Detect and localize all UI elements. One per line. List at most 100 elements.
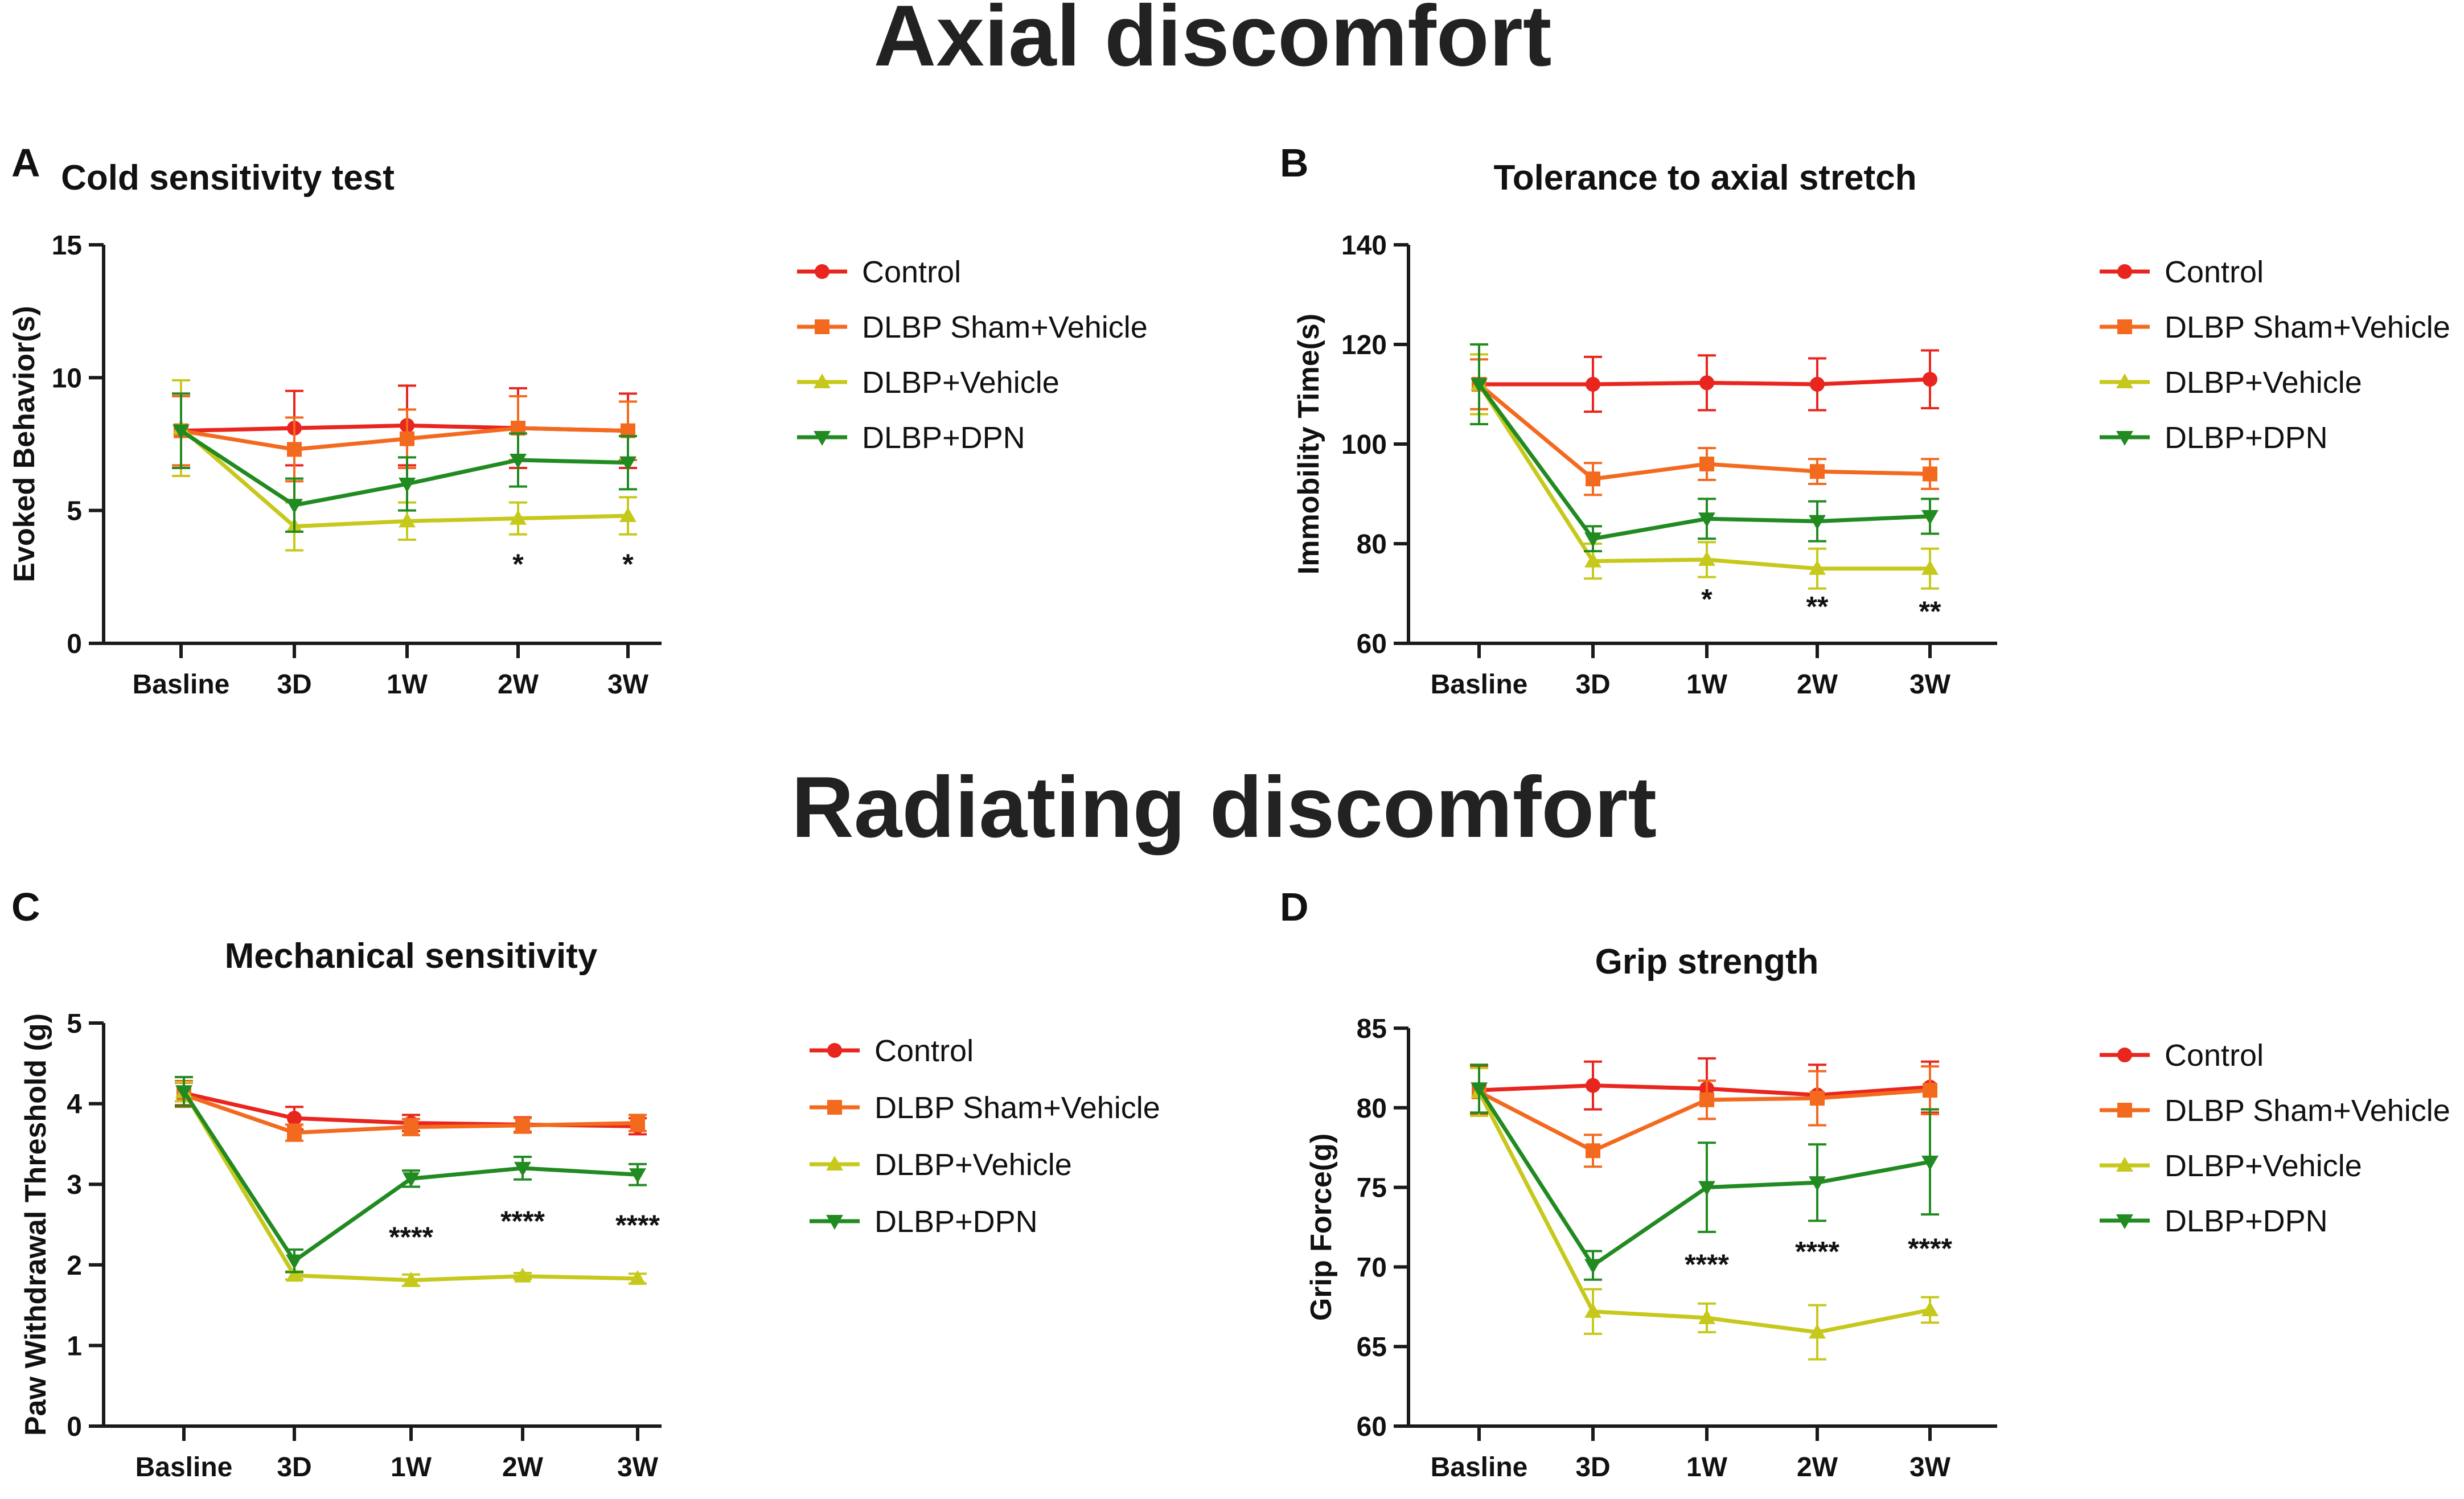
- significance-annotation: *: [1701, 583, 1713, 615]
- chart-title: Tolerance to axial stretch: [1493, 158, 1916, 198]
- legend-item-dlbp-dpn: DLBP+DPN: [797, 421, 1025, 455]
- data-point: [1699, 375, 1714, 391]
- x-tick-label: Basline: [133, 670, 230, 700]
- x-tick-label: 1W: [1686, 670, 1728, 700]
- data-point: [1586, 377, 1600, 392]
- data-point: [629, 1168, 646, 1184]
- data-point: [287, 442, 302, 457]
- series-control: [1470, 1057, 1939, 1127]
- legend-item-control: Control: [2100, 255, 2264, 289]
- legend-item-dlbp-vehicle: DLBP+Vehicle: [810, 1148, 1072, 1182]
- data-point: [286, 1267, 303, 1282]
- x-tick-label: 3W: [607, 670, 649, 700]
- legend-label: DLBP Sham+Vehicle: [2165, 310, 2450, 344]
- data-point: [514, 1161, 531, 1177]
- y-tick-label: 0: [67, 1412, 82, 1442]
- significance-annotation: ****: [500, 1205, 545, 1237]
- panel-letter: D: [1280, 885, 1309, 929]
- significance-annotation: ****: [615, 1209, 660, 1241]
- x-tick-label: Basline: [1431, 670, 1528, 700]
- y-tick-label: 120: [1341, 330, 1387, 360]
- data-point: [1584, 1303, 1601, 1318]
- y-tick-label: 10: [52, 363, 82, 393]
- significance-annotation: ****: [1685, 1249, 1729, 1280]
- x-tick-label: 3W: [1909, 1452, 1951, 1482]
- significance-annotation: *: [622, 548, 634, 580]
- data-point: [1698, 1181, 1715, 1196]
- x-tick-label: 1W: [391, 1452, 432, 1482]
- series-dlbp-sham-vehicle: [175, 1081, 647, 1142]
- y-tick-label: 4: [67, 1090, 82, 1120]
- data-point: [630, 1115, 645, 1131]
- data-point: [287, 1111, 302, 1126]
- series-control: [172, 384, 637, 469]
- series-dlbp-dpn: [172, 392, 637, 533]
- legend-marker: [2116, 373, 2133, 389]
- data-point: [287, 1125, 302, 1140]
- legend-item-control: Control: [810, 1034, 974, 1068]
- data-point: [1809, 515, 1826, 530]
- data-point: [403, 1172, 420, 1188]
- y-tick-label: 3: [67, 1170, 82, 1200]
- series-control: [1470, 349, 1939, 416]
- legend-item-dlbp-sham-vehicle: DLBP Sham+Vehicle: [2100, 310, 2450, 344]
- series-dlbp-dpn: [175, 1075, 647, 1274]
- legend-label: Control: [862, 255, 961, 289]
- legend-item-dlbp-dpn: DLBP+DPN: [2100, 421, 2328, 455]
- significance-annotation: ****: [1795, 1235, 1839, 1267]
- legend-label: DLBP+Vehicle: [2165, 1149, 2362, 1183]
- data-point: [399, 512, 416, 528]
- chart-title: Grip strength: [1595, 942, 1819, 981]
- chart-panel-a: A Cold sensitivity test 0 5 10 15 Basline 3D 1W 2…: [8, 141, 1148, 700]
- legend-item-dlbp-sham-vehicle: DLBP Sham+Vehicle: [797, 310, 1148, 344]
- legend-item-dlbp-vehicle: DLBP+Vehicle: [2100, 1149, 2362, 1183]
- x-tick-label: 3D: [277, 1452, 311, 1482]
- section-title-axial: Axial discomfort: [874, 0, 1552, 84]
- legend-marker: [2117, 1048, 2132, 1062]
- x-tick-label: 2W: [1797, 1452, 1838, 1482]
- data-point: [1810, 1091, 1825, 1106]
- y-tick-label: 140: [1341, 231, 1387, 261]
- legend-label: DLBP Sham+Vehicle: [2165, 1094, 2450, 1128]
- legend-marker: [2116, 430, 2133, 446]
- legend-item-dlbp-vehicle: DLBP+Vehicle: [797, 365, 1059, 400]
- legend-label: DLBP+Vehicle: [862, 365, 1059, 400]
- legend-marker: [826, 1156, 843, 1171]
- data-point: [175, 1085, 192, 1100]
- panel-letter: C: [11, 885, 40, 929]
- x-tick-label: 2W: [502, 1452, 544, 1482]
- legend-label: DLBP Sham+Vehicle: [874, 1091, 1160, 1125]
- series-line: [1477, 1087, 1931, 1268]
- data-point: [1921, 1155, 1939, 1171]
- x-tick-label: 1W: [1686, 1452, 1728, 1482]
- series-dlbp-dpn: [1470, 343, 1939, 553]
- significance-annotation: ****: [1908, 1233, 1952, 1264]
- data-point: [1923, 1083, 1937, 1098]
- data-point: [173, 424, 190, 440]
- legend-label: Control: [2165, 1038, 2264, 1073]
- legend-marker: [2117, 319, 2132, 334]
- data-point: [403, 1271, 420, 1287]
- y-axis-label: Paw Withdrawal Threshold (g): [19, 1013, 52, 1436]
- y-tick-label: 1: [67, 1331, 82, 1361]
- x-tick-label: 3W: [617, 1452, 659, 1482]
- data-point: [1810, 377, 1825, 392]
- chart-title: Cold sensitivity test: [61, 158, 395, 198]
- data-point: [400, 431, 414, 446]
- chart-panel-b: B Tolerance to axial stretch 60 80 100 120 140…: [1280, 141, 2450, 700]
- data-point: [1809, 1324, 1826, 1339]
- x-tick-label: 3D: [1575, 1452, 1610, 1482]
- data-point: [1586, 471, 1600, 487]
- series-dlbp-vehicle: [1470, 1066, 1939, 1361]
- data-point: [1586, 1143, 1600, 1159]
- x-tick-label: Basline: [135, 1452, 233, 1482]
- data-point: [1923, 466, 1937, 482]
- y-tick-label: 80: [1357, 1094, 1387, 1124]
- legend-marker: [814, 373, 831, 389]
- y-tick-label: 70: [1357, 1252, 1387, 1283]
- data-point: [1584, 532, 1601, 548]
- legend-label: DLBP Sham+Vehicle: [862, 310, 1148, 344]
- y-tick-label: 15: [52, 231, 82, 261]
- data-point: [1698, 512, 1715, 528]
